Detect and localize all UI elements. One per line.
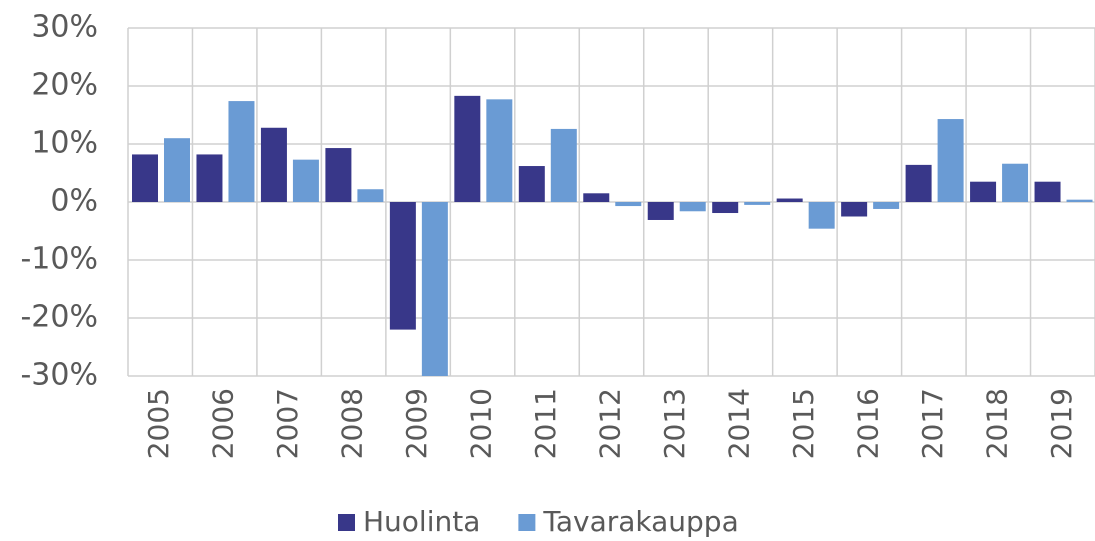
x-tick-label: 2008 <box>336 388 369 459</box>
bar <box>970 181 997 202</box>
bar <box>196 154 223 202</box>
x-tick-label: 2012 <box>594 388 627 459</box>
y-tick-label: -30% <box>20 358 98 393</box>
bar <box>873 202 900 209</box>
bar <box>132 154 158 202</box>
x-tick-label: 2010 <box>465 388 498 459</box>
bar <box>679 202 706 212</box>
bar <box>228 101 255 202</box>
x-tick-label: 2017 <box>916 388 949 459</box>
bar <box>615 202 642 207</box>
bar <box>905 164 932 202</box>
bar <box>776 198 803 202</box>
x-tick-label: 2006 <box>207 388 240 459</box>
bar <box>841 202 868 217</box>
bar <box>808 202 835 229</box>
y-tick-label: 30% <box>31 10 98 45</box>
legend-label: Huolinta <box>363 505 480 538</box>
y-tick-label: 20% <box>31 68 98 103</box>
x-tick-label: 2013 <box>658 388 691 459</box>
bar <box>712 202 739 214</box>
bar <box>1034 181 1061 202</box>
bar <box>325 148 352 202</box>
bar <box>454 95 481 202</box>
x-tick-label: 2005 <box>142 388 175 459</box>
x-tick-label: 2011 <box>529 388 562 459</box>
legend-swatch <box>338 514 355 531</box>
x-tick-label: 2018 <box>980 388 1013 459</box>
y-tick-label: -10% <box>20 242 98 277</box>
legend-swatch <box>518 514 536 531</box>
x-tick-label: 2009 <box>400 388 433 459</box>
legend-label: Tavarakauppa <box>542 505 738 538</box>
bar <box>1066 199 1093 202</box>
plot-area <box>132 95 1093 376</box>
bar <box>486 99 513 202</box>
bar <box>389 202 416 330</box>
y-tick-label: 10% <box>31 126 98 161</box>
bar <box>292 159 319 202</box>
bar <box>164 138 190 202</box>
bar <box>744 202 771 205</box>
bar <box>583 193 610 202</box>
bar <box>260 127 287 202</box>
bar <box>357 189 384 202</box>
y-tick-label: -20% <box>20 300 98 335</box>
bar <box>647 202 674 220</box>
x-tick-label: 2014 <box>722 388 755 459</box>
bar <box>1002 163 1029 202</box>
bar <box>421 202 448 376</box>
bar <box>550 128 577 202</box>
x-tick-label: 2016 <box>851 388 884 459</box>
x-tick-label: 2007 <box>271 388 304 459</box>
bar <box>518 166 545 202</box>
x-tick-label: 2015 <box>787 388 820 459</box>
y-tick-label: 0% <box>50 184 98 219</box>
x-tick-label: 2019 <box>1045 388 1078 459</box>
bar <box>937 119 964 202</box>
